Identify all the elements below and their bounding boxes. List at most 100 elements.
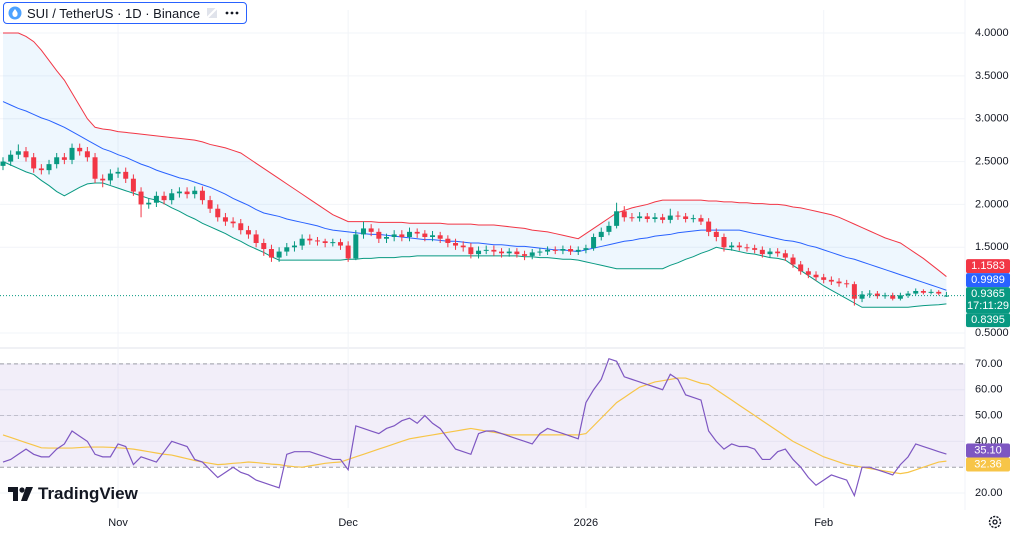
candle-body: [238, 223, 244, 231]
price-tag-box: [966, 287, 1010, 314]
candle-body: [407, 231, 413, 237]
settings-icon[interactable]: [987, 514, 1003, 530]
candle-body: [675, 215, 681, 217]
candle-body: [138, 191, 144, 205]
candle-body: [836, 281, 842, 284]
candle-body: [790, 257, 796, 265]
candle-body: [391, 234, 397, 237]
symbol-logo: [8, 6, 22, 20]
y-tick-label: 1.5000: [975, 241, 1009, 253]
candle-body: [253, 234, 259, 243]
band-line: [2, 161, 947, 308]
candle-body: [667, 215, 673, 220]
series-line: [2, 357, 947, 498]
y-tick-label: 3.0000: [975, 113, 1009, 125]
candle-body: [476, 250, 482, 255]
candle-body: [821, 277, 827, 280]
candle-body: [38, 168, 44, 171]
candle-body: [859, 294, 865, 299]
candle-body: [913, 291, 919, 294]
candle-body: [483, 249, 489, 251]
candle-body: [77, 147, 83, 152]
candle-body: [291, 245, 297, 248]
y-tick-label: 4.0000: [975, 27, 1009, 39]
candle-body: [146, 202, 152, 205]
candle-body: [775, 251, 781, 254]
flag-icon[interactable]: [205, 6, 219, 20]
candle-body: [621, 211, 627, 218]
candle-body: [767, 251, 773, 255]
price-tag-box: [966, 259, 1010, 274]
candle-body: [729, 245, 735, 248]
y-tick-label: 50.00: [975, 409, 1003, 421]
series-line: [2, 377, 947, 475]
candle-body: [437, 235, 443, 239]
price-tag: 1.1583: [966, 259, 1010, 274]
y-tick-label: 0.5000: [975, 327, 1009, 339]
price-tag: 0.9989: [966, 273, 1010, 288]
candle-body: [299, 238, 305, 246]
candle-body: [322, 241, 328, 243]
candle-body: [115, 171, 121, 174]
candle-body: [222, 217, 228, 222]
candle-body: [499, 251, 505, 254]
band-fill: [3, 33, 947, 308]
candle-body: [261, 243, 267, 249]
candle-body: [46, 164, 52, 171]
candle-body: [752, 248, 758, 250]
candle-body: [245, 230, 251, 235]
price-tag-label: 0.9365: [971, 288, 1005, 300]
candle-body: [468, 247, 474, 255]
candle-body: [813, 274, 819, 278]
band-line: [2, 101, 947, 291]
candle-body: [690, 218, 696, 220]
candle-body: [230, 221, 236, 224]
band-line: [3, 32, 947, 277]
candle-body: [629, 217, 635, 219]
price-tag-label: 0.8395: [971, 314, 1005, 326]
candle-body: [61, 157, 67, 160]
candle-body: [207, 200, 213, 209]
candle-body: [123, 171, 129, 179]
candle-body: [23, 151, 29, 158]
candle-body: [683, 216, 689, 219]
x-tick-label: Dec: [338, 517, 358, 529]
candle-body: [867, 293, 873, 295]
y-tick-label: 3.5000: [975, 70, 1009, 82]
candle-body: [215, 208, 221, 218]
candle-body: [0, 161, 6, 166]
candle-body: [828, 279, 834, 282]
candle-body: [713, 231, 719, 237]
candle-body: [506, 251, 512, 254]
candle-body: [874, 293, 880, 297]
candle-body: [606, 225, 612, 232]
candle-body: [591, 237, 597, 249]
price-tag-label: 32.36: [974, 458, 1002, 470]
candle-body: [445, 238, 451, 243]
candle-body: [514, 251, 520, 255]
candle-body: [491, 249, 497, 252]
candle-body: [15, 151, 21, 155]
y-tick-label: 60.00: [975, 384, 1003, 396]
candle-body: [782, 253, 788, 258]
candle-body: [430, 235, 436, 237]
candle-body: [422, 233, 428, 237]
x-tick-label: Feb: [814, 517, 833, 529]
candle-body: [744, 247, 750, 249]
candle-body: [54, 157, 60, 165]
candle-body: [192, 190, 198, 195]
candle-body: [698, 218, 704, 222]
symbol-chip[interactable]: SUI / TetherUS · 1D · Binance: [3, 2, 248, 24]
candle-body: [897, 295, 903, 299]
candle-body: [176, 191, 182, 194]
candle-body: [314, 240, 320, 242]
candle-body: [161, 195, 167, 201]
candle-body: [384, 237, 389, 239]
candle-body: [284, 247, 290, 252]
candle-body: [890, 295, 896, 299]
more-icon[interactable]: [224, 6, 240, 20]
candle-body: [100, 178, 106, 181]
candle-body: [560, 249, 566, 251]
price-tag: 0.8395: [966, 313, 1010, 328]
